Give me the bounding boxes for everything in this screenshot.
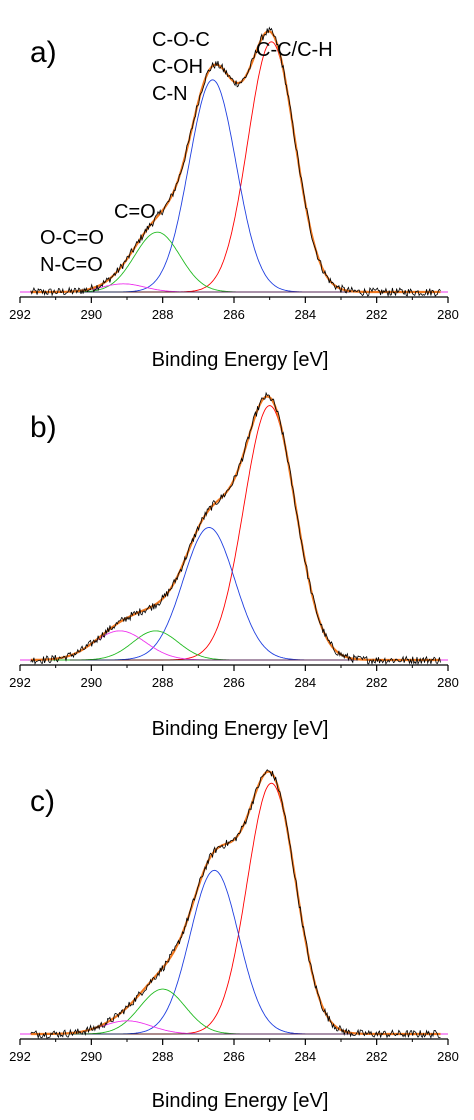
x-tick-label: 282 <box>366 307 388 322</box>
panel-label: a) <box>30 36 57 69</box>
x-tick-label: 286 <box>223 1049 245 1064</box>
x-tick-label: 292 <box>9 675 31 690</box>
panel-label: b) <box>30 411 57 444</box>
x-tick-label: 288 <box>152 1049 174 1064</box>
peak-annotation: C-C/C-H <box>256 39 333 61</box>
panel-label: c) <box>30 785 55 818</box>
peak-annotation: O-C=O <box>40 227 104 249</box>
peak-annotation: C-OH <box>152 56 203 78</box>
x-tick-label: 290 <box>80 307 102 322</box>
component-peak-1 <box>20 405 448 661</box>
x-tick-label: 280 <box>437 675 459 690</box>
peak-annotation: C-N <box>152 83 188 105</box>
x-tick-label: 280 <box>437 307 459 322</box>
panel-b: 292 290 288 286 284 282 280 Binding Energy [eV]… <box>9 391 459 740</box>
x-tick-label: 282 <box>366 675 388 690</box>
peak-annotation: N-C=O <box>40 254 103 276</box>
x-tick-label: 286 <box>223 307 245 322</box>
component-peak-3 <box>20 988 448 1035</box>
x-tick-label: 284 <box>294 307 316 322</box>
x-axis-label: Binding Energy [eV] <box>152 1090 329 1112</box>
component-peak-2 <box>20 869 448 1035</box>
x-tick-label: 292 <box>9 307 31 322</box>
peak-annotation: C=O <box>114 201 156 223</box>
panel-c: 292 290 288 286 284 282 280 Binding Energy [eV]… <box>9 769 459 1112</box>
peak-annotation: C-O-C <box>152 29 210 51</box>
x-tick-label: 288 <box>152 675 174 690</box>
x-tick-label: 284 <box>294 1049 316 1064</box>
x-tick-label: 290 <box>80 1049 102 1064</box>
experimental-data <box>30 769 441 1040</box>
experimental-data <box>30 26 441 298</box>
component-peak-4 <box>20 630 448 661</box>
x-axis-label: Binding Energy [eV] <box>152 718 329 740</box>
x-tick-label: 280 <box>437 1049 459 1064</box>
component-peak-1 <box>20 782 448 1035</box>
x-axis-label: Binding Energy [eV] <box>152 349 329 371</box>
experimental-data <box>30 391 441 666</box>
x-tick-label: 286 <box>223 675 245 690</box>
panel-a: 292 290 288 286 284 282 280 Binding Energy [eV]… <box>9 26 459 371</box>
envelope-fit <box>30 770 441 1036</box>
x-tick-label: 282 <box>366 1049 388 1064</box>
component-peak-3 <box>20 630 448 661</box>
x-tick-label: 292 <box>9 1049 31 1064</box>
envelope-fit <box>30 395 441 662</box>
component-peak-2 <box>20 527 448 661</box>
x-tick-label: 290 <box>80 675 102 690</box>
x-tick-label: 288 <box>152 307 174 322</box>
x-tick-label: 284 <box>294 675 316 690</box>
